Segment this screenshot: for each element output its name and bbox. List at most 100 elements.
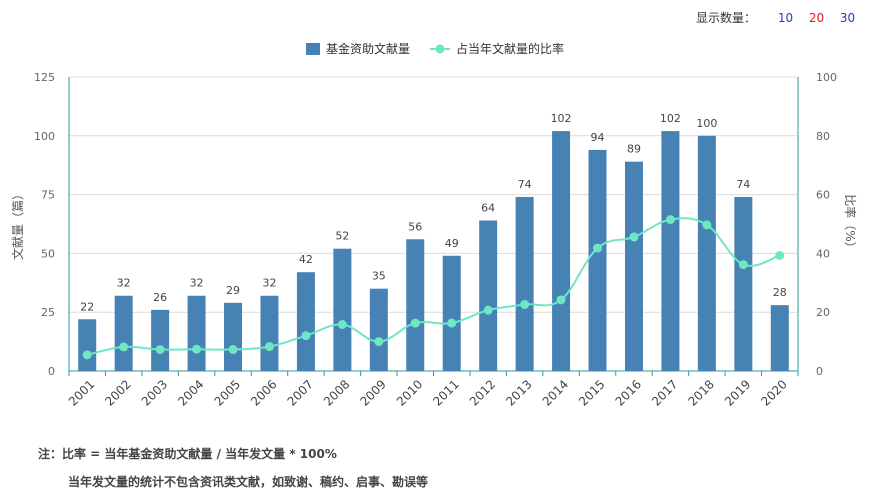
ratio-point [483, 305, 493, 315]
y-tick-label: 50 [41, 247, 55, 260]
bar-value-label: 35 [372, 270, 386, 283]
x-tick-label: 2008 [321, 377, 352, 408]
y-axis-title: 文献量（篇） [10, 188, 25, 260]
bar-value-label: 89 [627, 143, 641, 156]
ratio-point [155, 345, 165, 355]
bar-value-label: 22 [80, 300, 94, 313]
funding-chart: 0 25 50 75 100 125 0 20 40 60 80 100 文献量（篇） 比率（%） 2001… [10, 41, 858, 409]
y-tick-label: 75 [41, 189, 55, 202]
note-ratio-formula: 注：比率 = 当年基金资助文献量 / 当年发文量 * 100% [38, 447, 337, 461]
x-tick-label: 2014 [540, 377, 571, 408]
bar-value-label: 49 [445, 237, 459, 250]
ratio-point [119, 342, 129, 352]
display-count-label: 显示数量： [695, 11, 756, 25]
count-option-10[interactable]: 10 [777, 10, 794, 25]
display-count-selector: 显示数量： 10 20 30 [696, 9, 863, 26]
bar-value-label: 94 [591, 131, 605, 144]
y-tick-label: 25 [41, 306, 55, 319]
x-tick-label: 2017 [649, 377, 680, 408]
y-tick-label: 100 [34, 130, 55, 143]
bar-value-label: 29 [226, 284, 240, 297]
ratio-point [410, 318, 420, 328]
bar-value-label: 74 [518, 178, 532, 191]
count-option-30[interactable]: 30 [839, 10, 856, 25]
bar [697, 135, 716, 371]
x-tick-label: 2003 [139, 377, 170, 408]
bar [187, 295, 206, 371]
bar-value-label: 56 [408, 220, 422, 233]
bar-value-label: 32 [190, 277, 204, 290]
ratio-point [593, 243, 603, 253]
ratio-point [447, 318, 457, 328]
y2-tick-label: 100 [816, 71, 837, 84]
bar [114, 295, 133, 371]
bar [260, 295, 279, 371]
bar [479, 220, 498, 371]
bar [661, 131, 680, 371]
bar-value-label: 42 [299, 253, 313, 266]
legend-swatch-point [435, 44, 445, 54]
bar-value-label: 74 [736, 178, 750, 191]
ratio-point [82, 350, 92, 360]
ratio-point [192, 344, 202, 354]
ratio-point [337, 320, 347, 330]
x-tick-label: 2001 [66, 377, 97, 408]
bar [624, 161, 643, 371]
x-tick-label: 2002 [102, 377, 133, 408]
bar-value-label: 100 [696, 117, 717, 130]
ratio-point [374, 337, 384, 347]
x-tick-label: 2015 [576, 377, 607, 408]
bar-value-label: 64 [481, 201, 495, 214]
bar-value-label: 28 [773, 286, 787, 299]
bar [369, 288, 388, 371]
ratio-point [702, 220, 712, 230]
bar [406, 239, 425, 371]
ratio-point [556, 295, 566, 305]
ratio-point [738, 260, 748, 270]
ratio-point [520, 300, 530, 310]
y2-tick-label: 20 [816, 306, 830, 319]
bar [552, 131, 571, 371]
x-tick-label: 2012 [467, 377, 498, 408]
count-option-20[interactable]: 20 [808, 10, 825, 25]
x-tick-label: 2005 [212, 377, 243, 408]
bar [442, 255, 461, 371]
ratio-point [264, 342, 274, 352]
x-tick-label: 2011 [430, 377, 461, 408]
x-tick-label: 2010 [394, 377, 425, 408]
bar [770, 305, 789, 371]
bar [224, 302, 243, 371]
note-exclusions: 当年发文量的统计不包含资讯类文献，如致谢、稿约、启事、勘误等 [68, 475, 429, 489]
y-tick-label: 125 [34, 71, 55, 84]
bar-value-label: 32 [262, 277, 276, 290]
ratio-point [629, 232, 639, 242]
bar-value-label: 26 [153, 291, 167, 304]
bar [734, 196, 753, 371]
bar [588, 149, 607, 371]
ratio-point [228, 345, 238, 355]
chart-notes: 注：比率 = 当年基金资助文献量 / 当年发文量 * 100% 当年发文量的统计… [38, 440, 428, 496]
ratio-point [301, 331, 311, 341]
y2-tick-label: 60 [816, 189, 830, 202]
x-tick-label: 2020 [758, 377, 789, 408]
bar [151, 309, 170, 371]
legend-label-bars: 基金资助文献量 [326, 41, 410, 56]
y2-tick-label: 0 [816, 365, 823, 378]
x-tick-label: 2016 [613, 377, 644, 408]
bar-value-label: 32 [117, 277, 131, 290]
bar-value-label: 102 [660, 112, 681, 125]
x-tick-label: 2013 [503, 377, 534, 408]
x-tick-label: 2009 [357, 377, 388, 408]
x-tick-label: 2004 [175, 377, 206, 408]
y2-tick-label: 80 [816, 130, 830, 143]
y2-tick-label: 40 [816, 247, 830, 260]
bar [515, 196, 534, 371]
bar-value-label: 102 [551, 112, 572, 125]
y-tick-label: 0 [48, 365, 55, 378]
bar-value-label: 52 [335, 230, 349, 243]
x-tick-label: 2007 [285, 377, 316, 408]
x-tick-label: 2018 [685, 377, 716, 408]
bar [296, 272, 315, 371]
bar [333, 248, 352, 371]
legend-swatch-bars [306, 43, 320, 55]
